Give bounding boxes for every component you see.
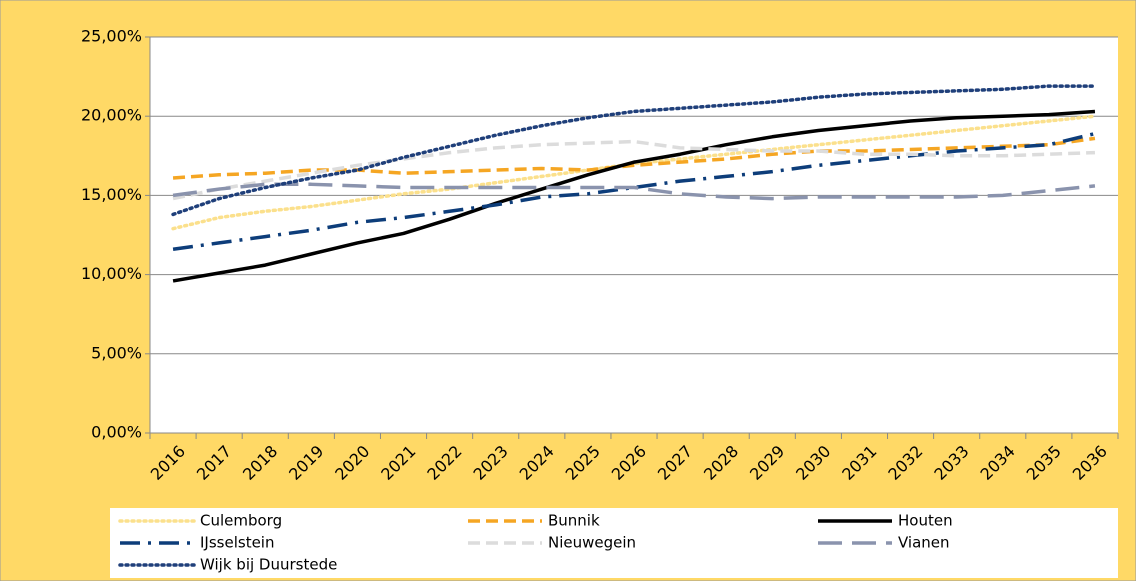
y-tick-label: 20,00%: [81, 106, 142, 125]
legend-label: Nieuwegein: [548, 534, 636, 552]
y-tick-label: 25,00%: [81, 27, 142, 46]
series-line: [171, 84, 1097, 217]
legend-label: Houten: [898, 512, 953, 530]
series-line: [172, 182, 1096, 201]
legend-label: Vianen: [898, 534, 950, 552]
series-line: [172, 136, 1096, 180]
y-tick-label: 0,00%: [91, 423, 142, 442]
legend-label: Wijk bij Duurstede: [200, 556, 337, 574]
series-line: [172, 109, 1096, 283]
y-tick-label: 15,00%: [81, 185, 142, 204]
legend-label: Bunnik: [548, 512, 600, 530]
y-tick-label: 10,00%: [81, 264, 142, 283]
legend: Culemborg Bunnik Houten IJsselstein Nieuwege…: [118, 512, 953, 574]
series-line: [171, 114, 1097, 231]
legend-box: [110, 508, 1118, 578]
legend-label: Culemborg: [200, 512, 282, 530]
plot-area: [150, 37, 1118, 433]
y-tick-label: 5,00%: [91, 343, 142, 362]
legend-label: IJsselstein: [200, 534, 274, 552]
